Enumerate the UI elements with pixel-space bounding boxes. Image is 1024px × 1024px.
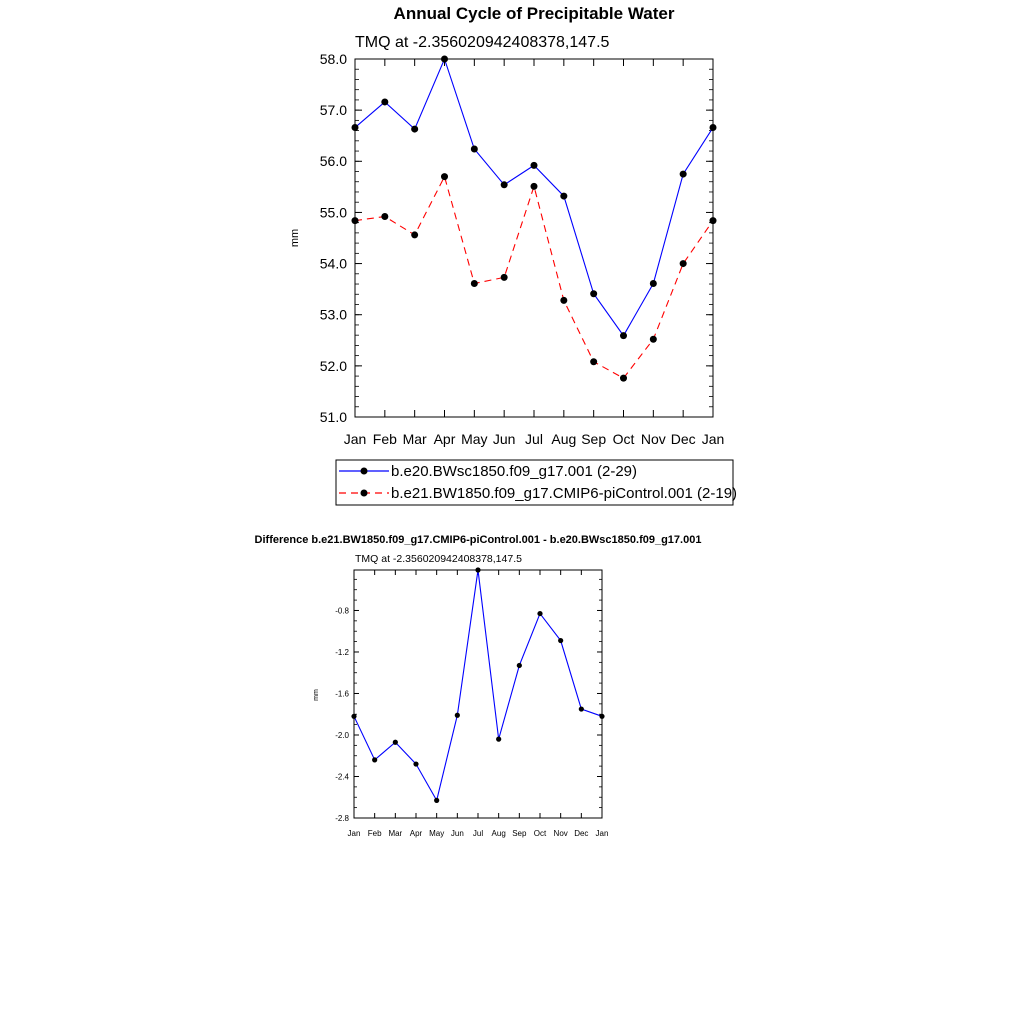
- x-tick-label: Apr: [434, 431, 456, 447]
- difference-x-tick-label: Jul: [473, 829, 483, 838]
- legend-marker-series-2: [360, 489, 368, 497]
- difference-series-1-point: [434, 797, 440, 803]
- series-1-point: [381, 98, 389, 106]
- difference-x-tick-label: Apr: [410, 829, 423, 838]
- series-2-point: [470, 280, 478, 288]
- x-tick-label: Jun: [493, 431, 516, 447]
- series-1-point: [351, 124, 359, 132]
- series-2-point: [530, 182, 538, 190]
- x-tick-label: Oct: [613, 431, 635, 447]
- difference-x-tick-label: Aug: [492, 829, 506, 838]
- series-1-point: [441, 55, 448, 63]
- difference-series-1-point: [496, 736, 502, 742]
- chart-subtitle: TMQ at -2.356020942408378,147.5: [355, 34, 610, 51]
- difference-chart-title: Difference b.e21.BW1850.f09_g17.CMIP6-pi…: [255, 534, 702, 546]
- difference-x-tick-label: Feb: [368, 829, 382, 838]
- series-1-point: [500, 181, 508, 189]
- x-tick-label: Sep: [581, 431, 606, 447]
- difference-y-tick-label: -2.4: [335, 772, 349, 781]
- series-1-point: [411, 125, 419, 133]
- y-axis-label: mm: [289, 229, 301, 247]
- x-tick-label: Jan: [344, 431, 367, 447]
- series-1-point: [649, 280, 657, 288]
- difference-series-line-1: [353, 569, 603, 802]
- series-2-point: [411, 231, 419, 239]
- series-1-point: [590, 290, 598, 298]
- legend-box: [335, 459, 734, 506]
- plot-frame: [354, 58, 714, 418]
- legend-label-series-1: b.e20.BWsc1850.f09_g17.001 (2-29): [391, 463, 637, 480]
- difference-plot-frame: [353, 569, 603, 819]
- y-tick-label: 52.0: [320, 358, 347, 374]
- x-tick-label: Jul: [525, 431, 543, 447]
- legend: b.e20.BWsc1850.f09_g17.001 (2-29) b.e21.…: [335, 459, 737, 506]
- y-tick-label: 51.0: [320, 409, 347, 425]
- series-1-point: [620, 332, 627, 340]
- x-tick-label: Feb: [373, 431, 397, 447]
- y-tick-label: 56.0: [320, 153, 347, 169]
- difference-x-tick-label: Sep: [512, 829, 527, 838]
- difference-series-1-point: [537, 610, 543, 617]
- difference-x-tick-label: Jan: [596, 829, 609, 838]
- y-tick-label: 55.0: [320, 204, 347, 220]
- difference-y-tick-label: -0.8: [335, 606, 349, 615]
- chart-title: Annual Cycle of Precipitable Water: [394, 4, 675, 23]
- difference-chart-subtitle: TMQ at -2.356020942408378,147.5: [355, 553, 522, 565]
- difference-y-tick-label: -2.0: [335, 731, 349, 740]
- y-tick-label: 58.0: [320, 51, 347, 67]
- y-tick-label: 53.0: [320, 307, 347, 323]
- chart-difference: Jan Feb Mar Apr May Jun Jul Aug Sep Oct Nov Dec Jan -…: [335, 567, 608, 838]
- x-tick-label: Mar: [403, 431, 427, 447]
- x-tick-label: May: [461, 431, 487, 447]
- series-2-point: [649, 335, 657, 343]
- difference-series-1-point: [516, 662, 522, 669]
- x-tick-label: Jan: [702, 431, 725, 447]
- series-1-point: [560, 192, 568, 200]
- difference-y-axis-label: mm: [313, 689, 320, 701]
- series-2-point: [709, 217, 717, 225]
- difference-x-tick-label: Nov: [554, 829, 568, 838]
- y-tick-label: 54.0: [320, 255, 347, 271]
- difference-series-1-point: [392, 739, 398, 745]
- difference-series-1-point: [413, 761, 419, 767]
- difference-y-tick-label: -2.8: [335, 814, 349, 823]
- series-2-point: [620, 374, 627, 382]
- difference-y-tick-label: -1.2: [335, 648, 349, 657]
- x-tick-label: Aug: [551, 431, 576, 447]
- series-line-2: [354, 175, 714, 379]
- series-1-point: [709, 124, 717, 132]
- difference-series-1-point: [372, 757, 378, 763]
- difference-y-tick-label: -1.6: [335, 689, 349, 698]
- series-line-1: [354, 57, 714, 337]
- difference-x-tick-label: Oct: [534, 829, 547, 838]
- difference-series-1-point: [351, 713, 357, 719]
- difference-x-tick-label: Jan: [348, 829, 361, 838]
- difference-series-1-point: [599, 713, 605, 719]
- series-2-point: [351, 217, 359, 225]
- difference-series-1-point: [454, 712, 460, 718]
- series-2-point: [560, 296, 568, 304]
- series-1-point: [470, 145, 478, 153]
- difference-x-tick-label: Mar: [388, 829, 402, 838]
- difference-x-tick-label: Dec: [574, 829, 588, 838]
- difference-x-tick-label: Jun: [451, 829, 464, 838]
- y-tick-label: 57.0: [320, 102, 347, 118]
- series-1-point: [530, 161, 538, 169]
- series-2-point: [679, 260, 687, 268]
- x-tick-label: Nov: [641, 431, 666, 447]
- difference-series-1-point: [475, 567, 481, 573]
- series-2-point: [441, 173, 448, 181]
- chart-annual-cycle: Jan Feb Mar Apr May Jun Jul Aug Sep Oct Nov Dec Jan 5…: [320, 51, 725, 447]
- series-1-point: [679, 170, 687, 178]
- difference-series-1-point: [578, 706, 584, 712]
- x-tick-label: Dec: [671, 431, 696, 447]
- legend-label-series-2: b.e21.BW1850.f09_g17.CMIP6-piControl.001…: [391, 485, 737, 502]
- series-2-point: [500, 273, 508, 281]
- difference-series-1-point: [558, 637, 564, 644]
- difference-x-tick-label: May: [429, 829, 444, 838]
- series-2-point: [381, 213, 389, 221]
- series-2-point: [590, 358, 598, 366]
- legend-marker-series-1: [360, 467, 368, 475]
